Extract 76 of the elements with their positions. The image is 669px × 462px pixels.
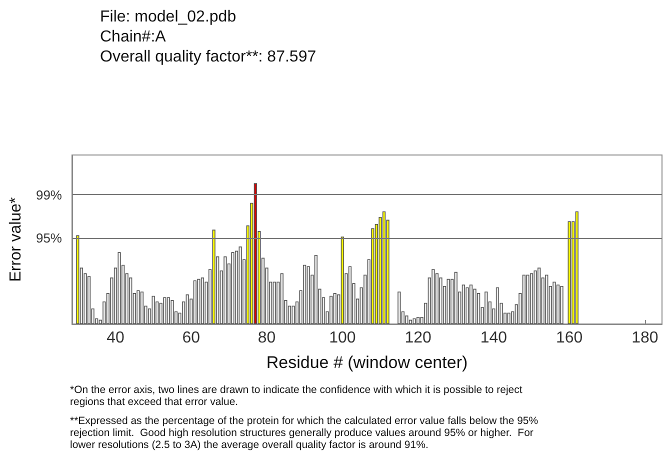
bar	[526, 274, 530, 324]
bar	[507, 312, 510, 324]
bar	[416, 316, 420, 324]
bar	[330, 296, 333, 324]
bar	[522, 274, 526, 324]
bar	[224, 256, 227, 324]
text: *On the error axis, two lines are drawn to indicate the confidence with which it is possible to reject regions that exceed that error value.	[70, 384, 524, 408]
bar	[170, 300, 174, 324]
bar	[530, 273, 534, 324]
bar	[538, 268, 541, 324]
bar	[477, 293, 480, 324]
bar	[340, 236, 344, 324]
bar	[166, 297, 170, 324]
bar	[193, 280, 196, 324]
x-tick-label: 100	[329, 330, 356, 346]
bar	[254, 183, 257, 324]
bar	[408, 320, 412, 324]
x-tick-label: 80	[258, 330, 276, 346]
bar	[200, 278, 204, 324]
bar	[303, 264, 306, 324]
bar	[186, 294, 189, 324]
x-axis-title: Residue # (window center)	[266, 353, 468, 372]
bar	[473, 288, 476, 324]
bar	[306, 266, 310, 324]
bar	[292, 306, 295, 324]
bar	[454, 272, 458, 324]
bar	[552, 282, 556, 324]
bar	[136, 290, 140, 324]
bar	[333, 293, 336, 324]
bar	[272, 282, 276, 324]
bar	[435, 273, 439, 324]
bar	[231, 252, 234, 324]
x-tick-label: 160	[556, 330, 583, 346]
bar	[382, 211, 386, 324]
bar	[234, 250, 238, 324]
text: 99%	[36, 188, 62, 203]
bar	[405, 316, 408, 324]
x-tick-label: 40	[106, 330, 124, 346]
bar	[87, 276, 91, 324]
y-axis-title: Error value*	[8, 197, 24, 282]
bar	[556, 284, 560, 324]
bar	[348, 266, 352, 324]
bar	[118, 252, 121, 324]
bar	[371, 228, 374, 324]
bar	[152, 296, 155, 324]
bar	[212, 230, 216, 324]
bar	[484, 292, 488, 324]
bar	[280, 273, 284, 324]
bar	[575, 211, 578, 324]
text: **Expressed as the percentage of the protein for which the calculated error value falls below the 95% rejection limit. Good high resolution structures generally produce values around 95% or higher. For lower resolutions (2.5 to 3A) the average overall quality factor is around 91%.	[70, 415, 540, 451]
bar	[163, 297, 166, 324]
bar	[432, 269, 435, 324]
chart-title: File: model_02.pdb Chain#:A Overall quality factor**: 87.597	[100, 8, 316, 66]
bar	[412, 318, 416, 324]
bar	[496, 287, 500, 324]
x-tick-label: 180	[632, 330, 658, 346]
bar	[469, 284, 473, 324]
bar	[462, 284, 466, 324]
bar	[466, 287, 469, 324]
x-tick-label: 120	[404, 330, 432, 346]
x-tick-label: 140	[480, 330, 508, 346]
bar	[568, 221, 571, 324]
bar	[545, 274, 548, 324]
bar	[129, 278, 132, 324]
bar	[560, 286, 564, 324]
bar	[446, 278, 450, 324]
text: 95%	[36, 230, 62, 246]
bar	[534, 270, 537, 324]
bar	[314, 254, 318, 324]
bar	[398, 292, 401, 324]
bar	[238, 246, 242, 324]
bar	[76, 235, 80, 324]
bar	[197, 278, 200, 324]
x-tick-label: 60	[182, 330, 200, 346]
bar	[140, 292, 144, 324]
bar	[439, 278, 442, 324]
